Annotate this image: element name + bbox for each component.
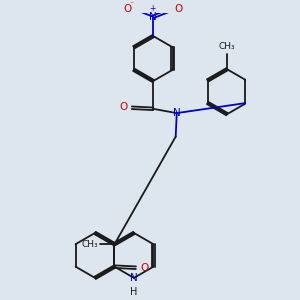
Text: O: O [119, 102, 128, 112]
Text: N: N [149, 12, 157, 22]
Text: CH₃: CH₃ [219, 42, 236, 51]
Text: +: + [149, 4, 156, 13]
Text: H: H [130, 287, 137, 297]
Text: O: O [140, 263, 148, 273]
Text: O: O [123, 4, 132, 14]
Text: N: N [130, 273, 137, 283]
Text: O: O [175, 4, 183, 14]
Text: ⁻: ⁻ [130, 0, 134, 8]
Text: N: N [173, 108, 181, 118]
Text: CH₃: CH₃ [82, 240, 98, 249]
